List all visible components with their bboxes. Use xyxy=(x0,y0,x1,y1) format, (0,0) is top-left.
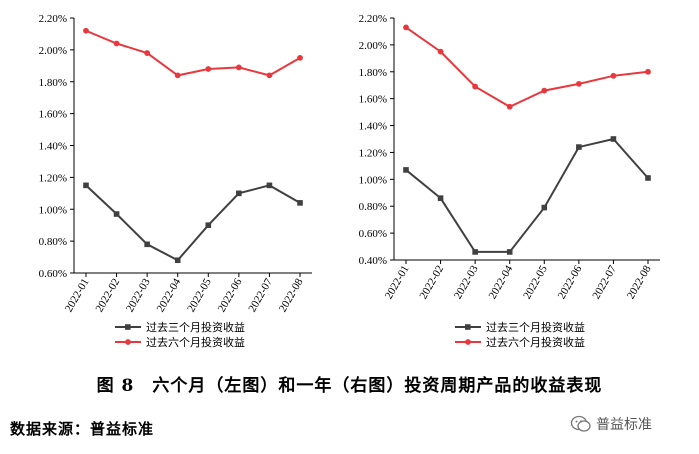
legend-label: 过去三个月投资收益 xyxy=(486,320,585,334)
legend-label: 过去六个月投资收益 xyxy=(486,335,585,349)
y-tick-label: 0.60% xyxy=(359,228,387,240)
y-tick-label: 1.00% xyxy=(39,204,67,216)
data-point xyxy=(174,72,181,79)
y-tick-label: 0.40% xyxy=(359,255,387,267)
data-point xyxy=(297,200,303,206)
x-tick-label: 2022-03 xyxy=(452,263,481,301)
y-tick-label: 2.20% xyxy=(39,13,67,25)
data-point xyxy=(403,24,409,31)
data-point xyxy=(437,48,444,55)
data-point xyxy=(83,27,89,34)
y-tick-label: 1.80% xyxy=(39,77,67,89)
y-tick-label: 1.80% xyxy=(359,67,387,79)
legend-label: 过去六个月投资收益 xyxy=(146,335,245,349)
x-tick-label: 2022-01 xyxy=(383,264,412,302)
data-point xyxy=(144,241,150,248)
data-point xyxy=(236,190,242,197)
data-point xyxy=(610,72,617,79)
y-tick-label: 1.20% xyxy=(39,172,67,184)
y-tick-label: 1.40% xyxy=(359,121,387,133)
data-point xyxy=(144,50,151,56)
series-line xyxy=(85,29,301,77)
legend-swatch-marker xyxy=(125,339,131,345)
data-point xyxy=(472,249,478,255)
data-point xyxy=(541,204,548,211)
y-tick-label: 1.60% xyxy=(39,109,67,121)
x-tick-label: 2022-07 xyxy=(590,263,619,301)
legend-swatch-marker xyxy=(465,339,471,345)
data-point xyxy=(610,136,617,142)
data-point xyxy=(506,103,513,110)
x-tick-label: 2022-06 xyxy=(216,276,245,314)
data-point xyxy=(205,222,212,228)
legend-swatch-marker xyxy=(125,324,131,330)
data-point xyxy=(645,68,651,75)
data-point xyxy=(266,72,273,79)
watermark: 普益标准 xyxy=(570,414,652,434)
x-tick-label: 2022-03 xyxy=(124,276,153,314)
data-point xyxy=(297,54,303,61)
x-tick-label: 2022-06 xyxy=(556,263,585,301)
y-tick-label: 1.40% xyxy=(39,141,67,153)
data-point xyxy=(266,182,273,189)
y-tick-label: 1.00% xyxy=(359,174,387,186)
data-point xyxy=(437,195,444,201)
legend-swatch-marker xyxy=(465,324,471,330)
x-tick-label: 2022-02 xyxy=(93,277,122,315)
y-tick-label: 1.20% xyxy=(359,147,387,159)
x-tick-label: 2022-08 xyxy=(277,276,306,314)
data-point xyxy=(541,87,548,94)
x-tick-label: 2022-05 xyxy=(521,263,550,301)
data-point xyxy=(205,66,212,72)
data-point xyxy=(83,182,89,189)
x-tick-label: 2022-05 xyxy=(185,276,214,314)
data-point xyxy=(575,80,582,87)
series-line xyxy=(405,137,649,253)
watermark-text: 普益标准 xyxy=(596,417,652,433)
y-tick-label: 0.60% xyxy=(39,268,67,280)
y-tick-label: 0.80% xyxy=(359,201,387,213)
x-tick-label: 2022-04 xyxy=(155,276,184,314)
data-source-note: 数据来源：普益标准 xyxy=(10,420,155,438)
series-line xyxy=(405,26,649,108)
x-tick-label: 2022-04 xyxy=(487,263,516,301)
data-point xyxy=(472,83,479,90)
legend-label: 过去三个月投资收益 xyxy=(146,320,245,334)
x-tick-label: 2022-07 xyxy=(246,276,275,314)
x-tick-label: 2022-02 xyxy=(417,264,446,302)
data-point xyxy=(113,40,120,47)
data-point xyxy=(403,167,409,173)
chart-left: 0.60% 0.80% 1.00% 1.20% 1.40% 1.60% 1.80% 2.00%… xyxy=(39,13,312,349)
chart-right: 0.40% 0.60% 0.80% 1.00% 1.20% 1.40% 1.60% 1.80%… xyxy=(359,13,660,349)
x-tick-label: 2022-08 xyxy=(625,263,654,301)
figure-caption: 图 8 六个月（左图）和一年（右图）投资周期产品的收益表现 xyxy=(96,376,603,396)
y-tick-label: 2.20% xyxy=(359,13,387,25)
data-point xyxy=(506,249,513,255)
y-tick-label: 1.60% xyxy=(359,94,387,106)
y-tick-label: 2.00% xyxy=(359,40,387,52)
y-tick-label: 2.00% xyxy=(39,45,67,57)
x-tick-label: 2022-01 xyxy=(63,277,92,315)
series-line xyxy=(85,184,301,262)
data-point xyxy=(174,257,181,264)
data-point xyxy=(113,211,120,217)
data-point xyxy=(576,144,582,150)
data-point xyxy=(235,64,242,71)
data-point xyxy=(645,175,651,181)
wechat-icon xyxy=(570,415,591,432)
y-tick-label: 0.80% xyxy=(39,236,67,248)
